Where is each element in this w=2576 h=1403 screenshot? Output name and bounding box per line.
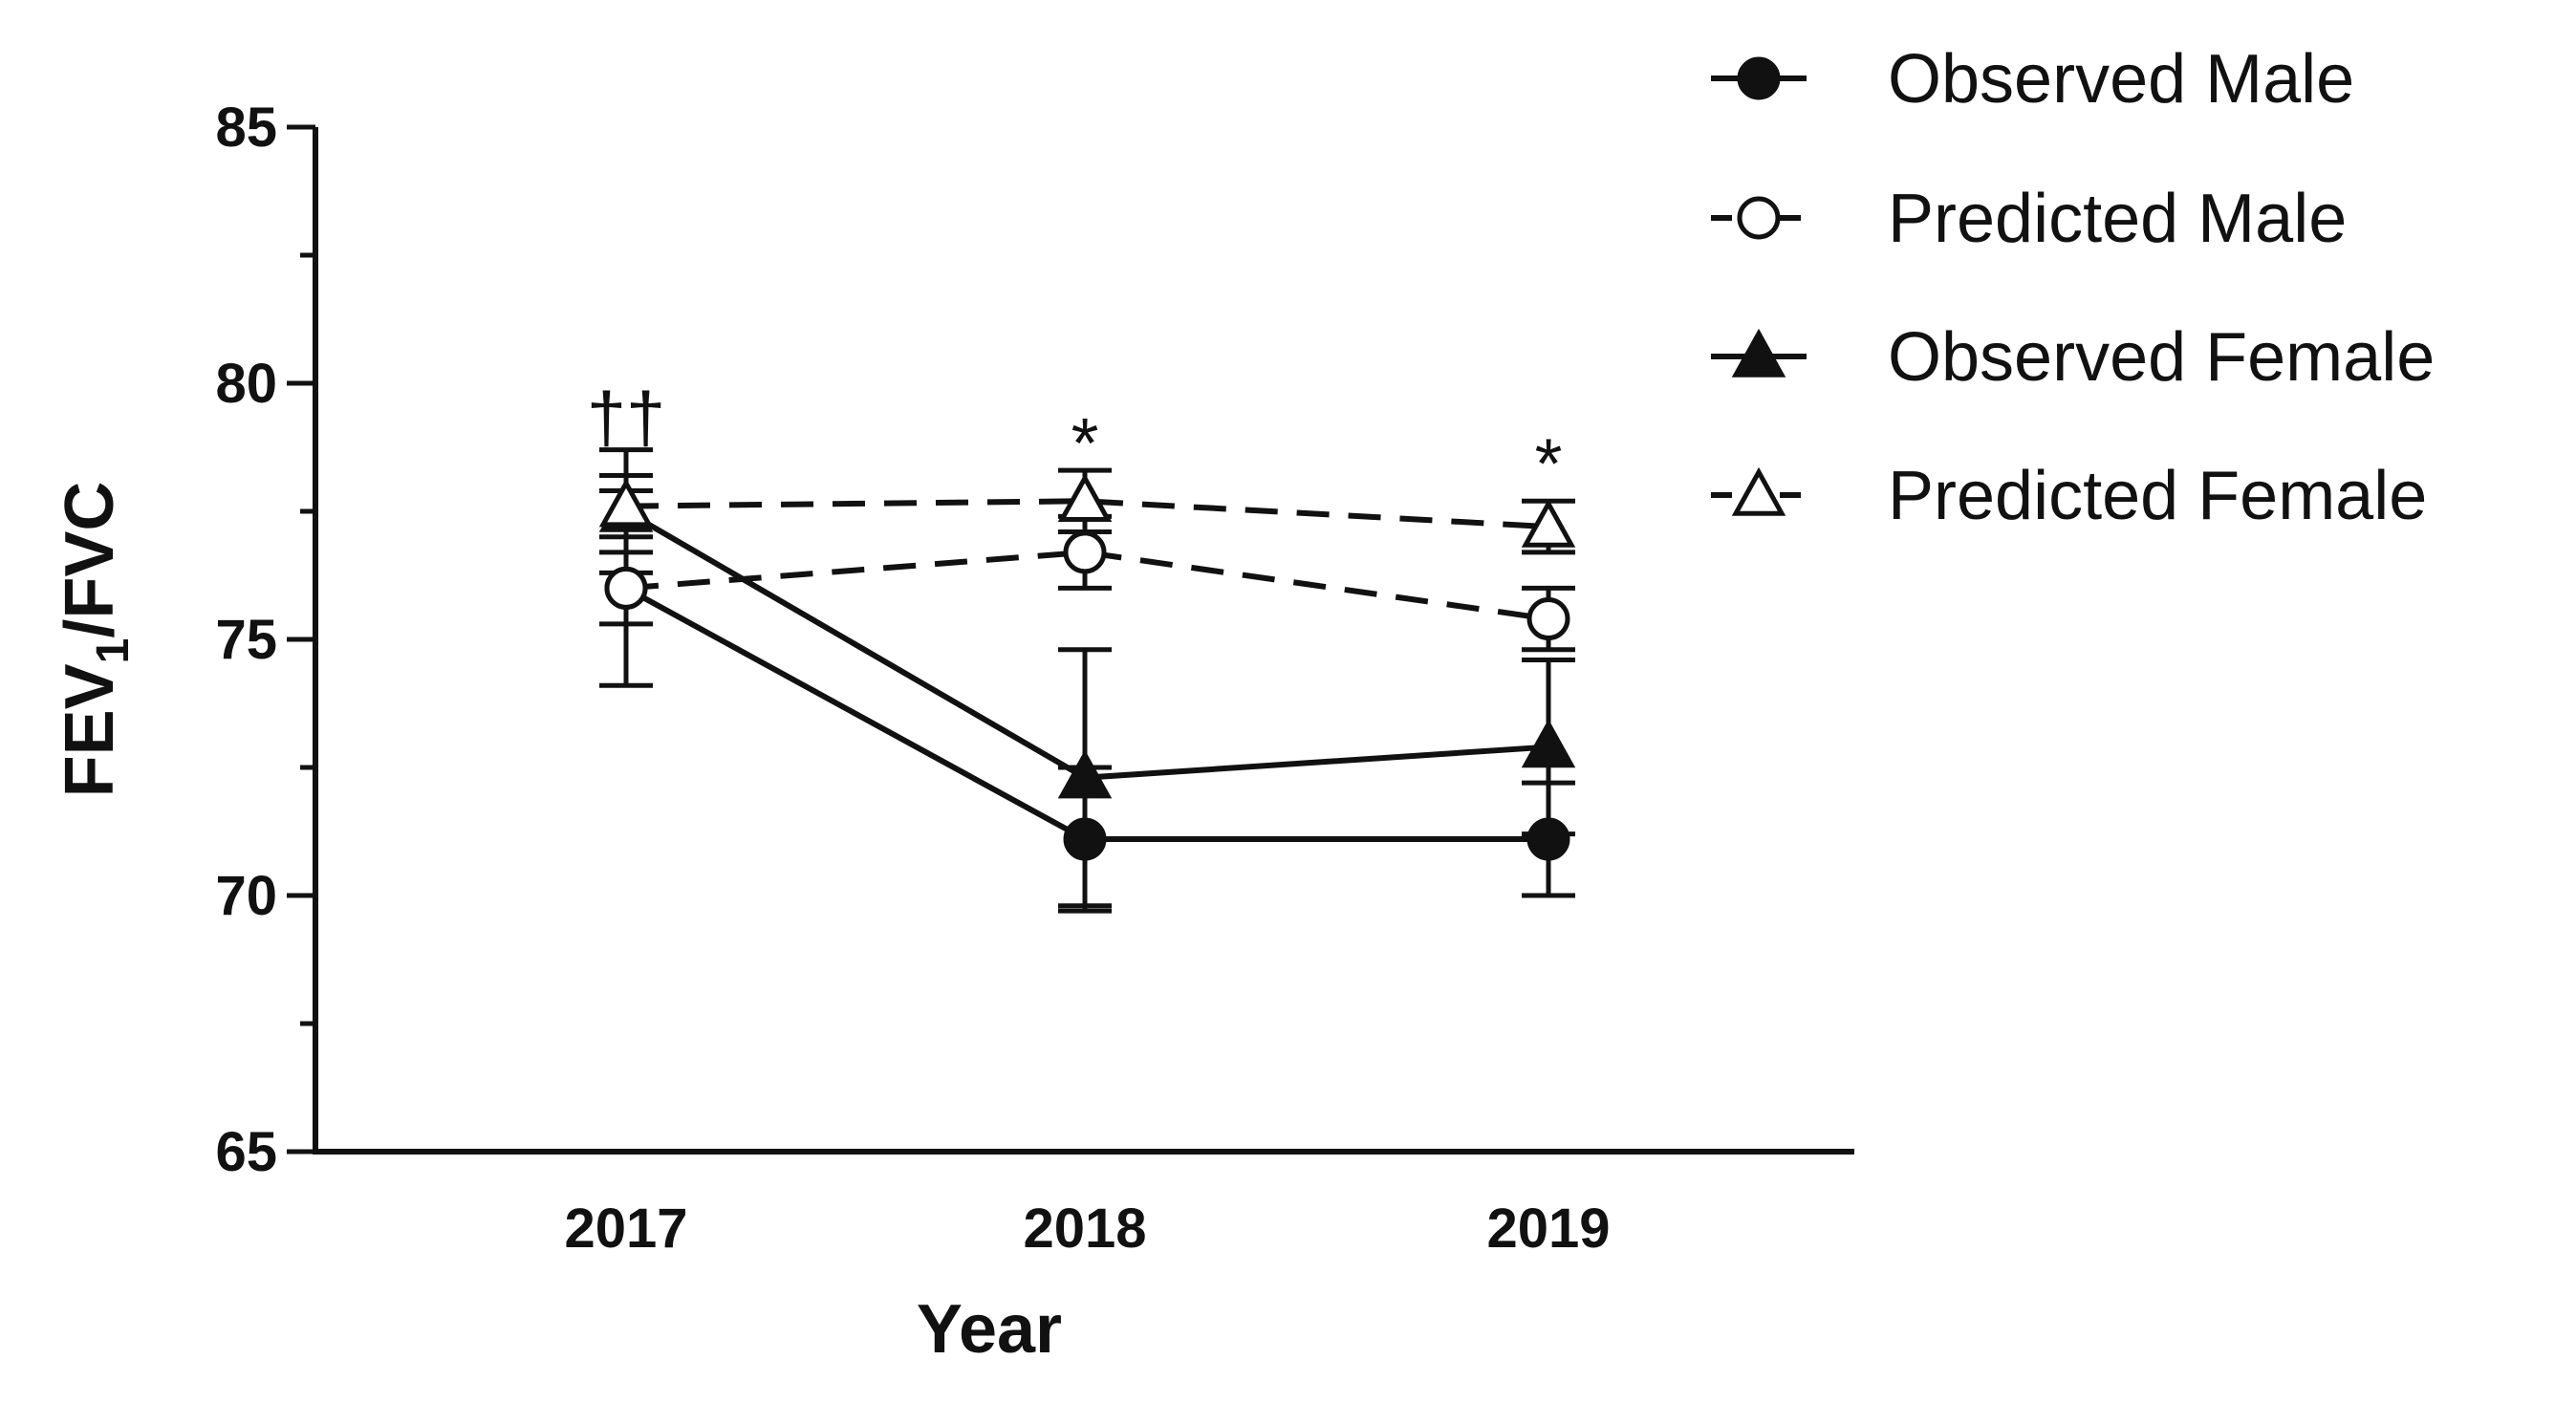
predicted-male-point-2017 (607, 569, 645, 607)
x-tick-label: 2018 (1023, 1198, 1146, 1260)
legend-item-observed-female: Observed Female (1711, 319, 2435, 396)
legend-swatch-marker (1736, 472, 1782, 513)
fev1-fvc-line-chart: 65707580852017 2018 2019YearFEV1/FVC †† * * … (0, 0, 2576, 1403)
y-tick-label: 65 (215, 1121, 277, 1183)
x-tick-label: 2019 (1486, 1198, 1610, 1260)
legend-swatch-marker (1740, 59, 1778, 97)
y-tick-label: 80 (215, 353, 277, 415)
legend-item-predicted-male: Predicted Male (1711, 181, 2347, 257)
legend-label: Predicted Male (1888, 181, 2347, 257)
significance-annotations: †† * * (587, 378, 1563, 503)
y-axis-title: FEV1/FVC (52, 482, 139, 798)
annotation-2019: * (1535, 424, 1563, 504)
legend-label: Predicted Female (1888, 458, 2427, 534)
annotation-2017: †† (587, 378, 665, 457)
legend-swatch-marker (1740, 199, 1778, 237)
observed-male-point-2018 (1066, 820, 1104, 858)
x-axis-title: Year (917, 1291, 1062, 1368)
x-tick-label: 2017 (564, 1198, 687, 1260)
y-tick-label: 85 (215, 97, 277, 159)
y-tick-label: 70 (215, 865, 277, 927)
legend-label: Observed Female (1888, 319, 2435, 396)
legend-label: Observed Male (1888, 41, 2354, 118)
legend-item-predicted-female: Predicted Female (1711, 458, 2427, 534)
y-tick-label: 75 (215, 609, 277, 671)
observed-male-point-2019 (1529, 820, 1568, 858)
observed-female-point-2019 (1526, 724, 1571, 766)
legend: Observed Male Predicted Male Observed Fema… (1711, 41, 2435, 534)
axes: 65 70 75 80 85 2017 2018 2019 Year FEV1/FVC (52, 97, 1854, 1368)
legend-item-observed-male: Observed Male (1711, 41, 2354, 118)
predicted-male-point-2019 (1529, 600, 1568, 638)
predicted-male-point-2018 (1066, 533, 1104, 572)
annotation-2018: * (1072, 403, 1099, 483)
